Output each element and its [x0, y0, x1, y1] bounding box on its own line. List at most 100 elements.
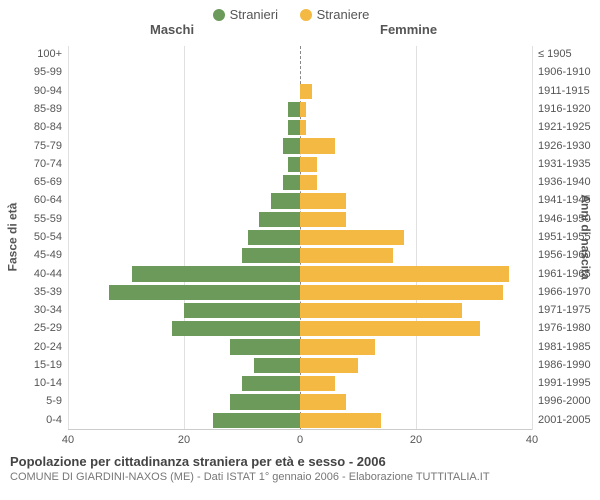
legend-label-male: Stranieri — [230, 7, 278, 22]
bar-male — [242, 248, 300, 263]
gridline — [184, 46, 185, 430]
x-tick-label: 20 — [410, 434, 422, 446]
y-tick-year: 1936-1940 — [538, 176, 600, 188]
bar-female — [300, 376, 335, 391]
y-tick-age: 5-9 — [0, 395, 62, 407]
x-tick-label: 40 — [526, 434, 538, 446]
y-tick-year: 1931-1935 — [538, 158, 600, 170]
bar-female — [300, 339, 375, 354]
y-tick-year: 1986-1990 — [538, 359, 600, 371]
y-tick-age: 15-19 — [0, 359, 62, 371]
y-tick-age: 25-29 — [0, 322, 62, 334]
y-tick-year: 1941-1945 — [538, 194, 600, 206]
bar-male — [283, 138, 300, 153]
bar-male — [172, 321, 300, 336]
bar-female — [300, 157, 317, 172]
y-tick-age: 30-34 — [0, 304, 62, 316]
chart-title: Popolazione per cittadinanza straniera p… — [10, 454, 590, 469]
y-tick-age: 45-49 — [0, 249, 62, 261]
bar-male — [132, 266, 300, 281]
y-tick-year: 1946-1950 — [538, 213, 600, 225]
y-tick-age: 55-59 — [0, 213, 62, 225]
bar-female — [300, 394, 346, 409]
y-tick-age: 85-89 — [0, 103, 62, 115]
bar-male — [288, 102, 300, 117]
y-tick-age: 60-64 — [0, 194, 62, 206]
y-tick-year: 1916-1920 — [538, 103, 600, 115]
gridline — [532, 46, 533, 430]
bar-male — [283, 175, 300, 190]
bar-female — [300, 266, 509, 281]
x-tick-label: 0 — [297, 434, 303, 446]
bar-female — [300, 84, 312, 99]
y-tick-age: 100+ — [0, 48, 62, 60]
y-tick-age: 75-79 — [0, 140, 62, 152]
y-tick-age: 35-39 — [0, 286, 62, 298]
bar-female — [300, 102, 306, 117]
bar-female — [300, 321, 480, 336]
bar-male — [184, 303, 300, 318]
y-tick-year: 1966-1970 — [538, 286, 600, 298]
plot-area: 402002040100+≤ 190595-991906-191090-9419… — [68, 46, 532, 430]
y-tick-year: 1996-2000 — [538, 395, 600, 407]
y-tick-year: ≤ 1905 — [538, 48, 600, 60]
chart-footer: Popolazione per cittadinanza straniera p… — [10, 454, 590, 483]
y-tick-year: 1921-1925 — [538, 121, 600, 133]
bar-male — [109, 285, 300, 300]
y-tick-year: 1976-1980 — [538, 322, 600, 334]
y-tick-age: 10-14 — [0, 377, 62, 389]
y-tick-age: 40-44 — [0, 268, 62, 280]
y-tick-age: 70-74 — [0, 158, 62, 170]
bar-female — [300, 120, 306, 135]
bar-female — [300, 193, 346, 208]
bar-male — [271, 193, 300, 208]
y-tick-age: 90-94 — [0, 85, 62, 97]
column-titles: Maschi Femmine — [0, 22, 600, 40]
y-tick-year: 1911-1915 — [538, 85, 600, 97]
y-tick-year: 2001-2005 — [538, 414, 600, 426]
bar-male — [288, 157, 300, 172]
bar-male — [288, 120, 300, 135]
bar-male — [230, 339, 300, 354]
y-tick-year: 1926-1930 — [538, 140, 600, 152]
bar-female — [300, 212, 346, 227]
bar-female — [300, 413, 381, 428]
bar-male — [242, 376, 300, 391]
y-tick-year: 1956-1960 — [538, 249, 600, 261]
bar-male — [213, 413, 300, 428]
y-tick-year: 1906-1910 — [538, 66, 600, 78]
bar-female — [300, 358, 358, 373]
column-title-male: Maschi — [150, 22, 194, 37]
y-tick-age: 50-54 — [0, 231, 62, 243]
population-pyramid-chart: Stranieri Straniere Maschi Femmine Fasce… — [0, 0, 600, 500]
column-title-female: Femmine — [380, 22, 437, 37]
y-tick-year: 1951-1955 — [538, 231, 600, 243]
bar-male — [248, 230, 300, 245]
plot-baseline — [68, 429, 532, 430]
x-tick-label: 20 — [178, 434, 190, 446]
y-tick-year: 1991-1995 — [538, 377, 600, 389]
bar-male — [259, 212, 300, 227]
legend-label-female: Straniere — [317, 7, 370, 22]
bar-female — [300, 175, 317, 190]
legend-swatch-male — [213, 9, 225, 21]
legend-swatch-female — [300, 9, 312, 21]
bar-female — [300, 248, 393, 263]
y-tick-age: 20-24 — [0, 341, 62, 353]
bar-female — [300, 138, 335, 153]
gridline — [416, 46, 417, 430]
bar-male — [230, 394, 300, 409]
y-tick-age: 80-84 — [0, 121, 62, 133]
x-tick-label: 40 — [62, 434, 74, 446]
bar-female — [300, 303, 462, 318]
legend: Stranieri Straniere — [0, 0, 600, 22]
chart-subtitle: COMUNE DI GIARDINI-NAXOS (ME) - Dati IST… — [10, 471, 590, 483]
y-tick-year: 1971-1975 — [538, 304, 600, 316]
gridline — [68, 46, 69, 430]
bar-male — [254, 358, 300, 373]
y-tick-age: 65-69 — [0, 176, 62, 188]
y-tick-age: 95-99 — [0, 66, 62, 78]
bar-female — [300, 285, 503, 300]
bar-female — [300, 230, 404, 245]
y-tick-year: 1961-1965 — [538, 268, 600, 280]
